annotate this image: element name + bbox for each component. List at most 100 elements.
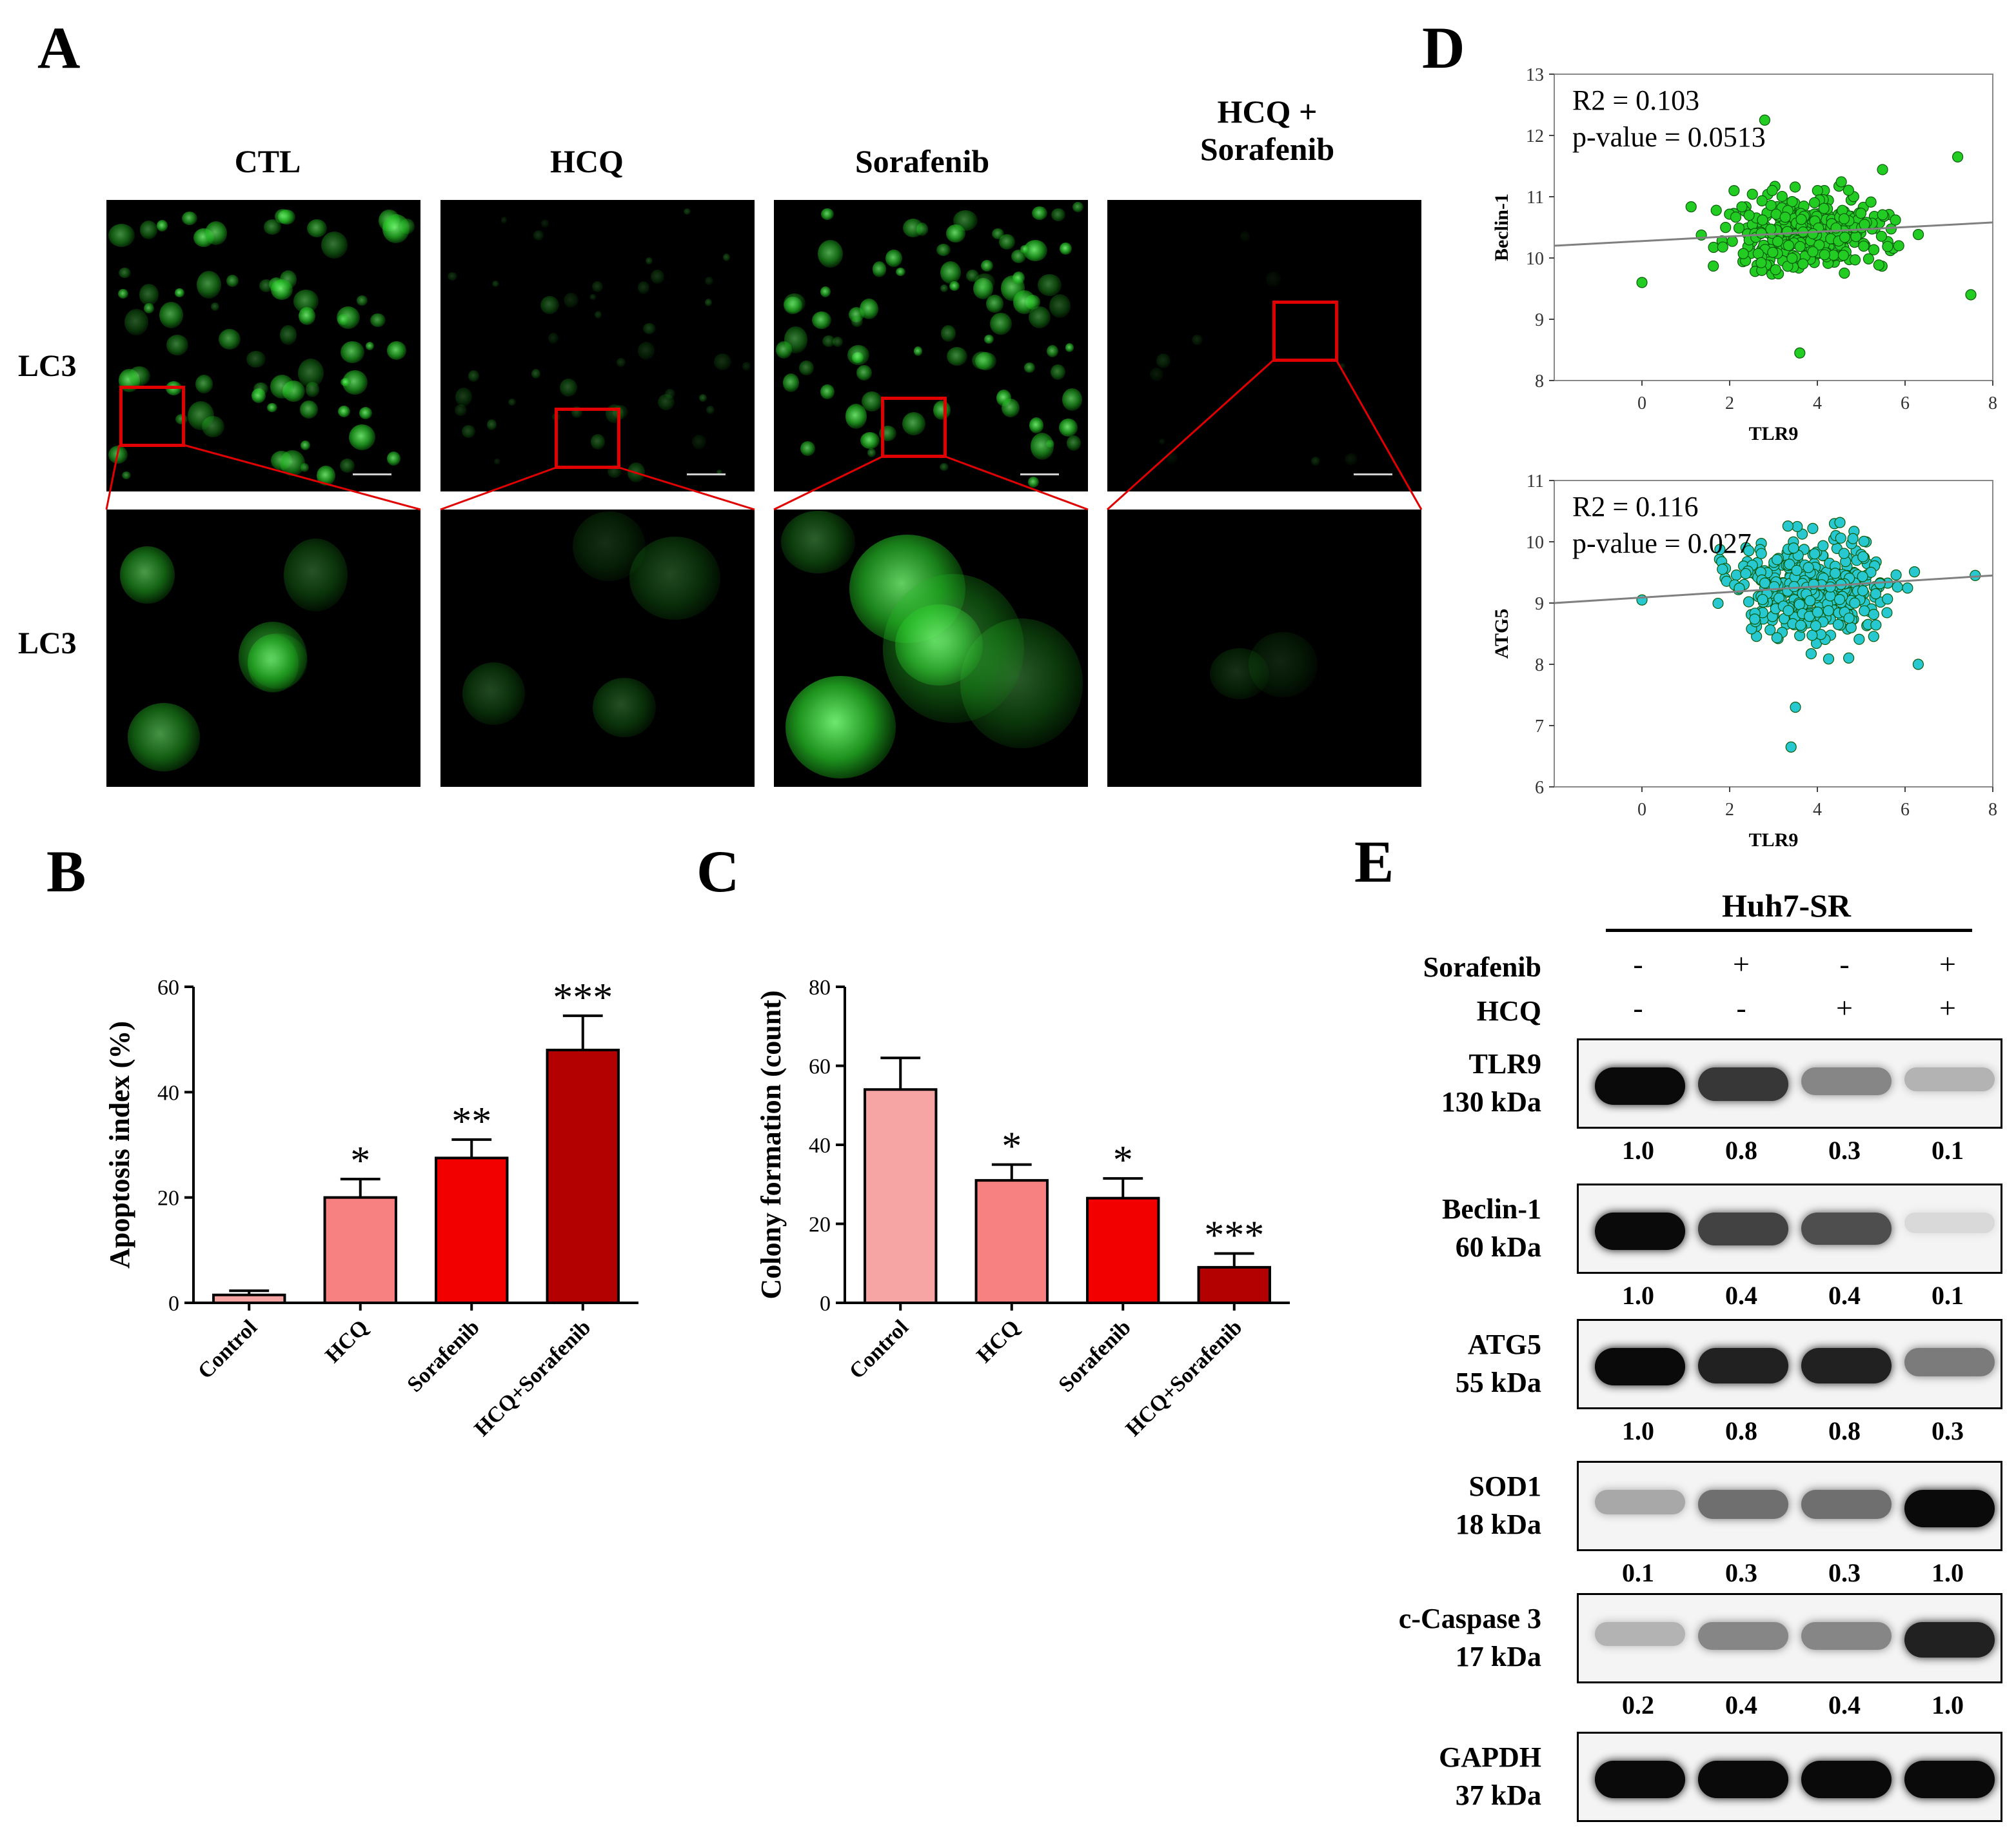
micrograph-sorafenib [774, 200, 1088, 491]
fluorescent-cell [159, 301, 184, 329]
protein-band [1595, 1348, 1685, 1385]
fluorescent-cell [902, 218, 924, 237]
data-point [1809, 548, 1821, 560]
panel-label-e: E [1354, 829, 1394, 895]
data-point [1847, 533, 1859, 544]
fluorescent-cell [307, 219, 328, 238]
fluorescent-cell [742, 362, 751, 371]
micrograph-zoom-sorafenib [774, 510, 1088, 787]
x-tick-label: HCQ [972, 1315, 1024, 1367]
x-tick-label: Control [845, 1315, 913, 1383]
treatment-sign: + [1939, 947, 1956, 980]
fluorescent-cell [1028, 477, 1040, 488]
column-header-sorafenib: Sorafenib [855, 143, 990, 179]
data-point [1808, 197, 1821, 208]
y-tick-label: 9 [1535, 310, 1544, 330]
data-point [1838, 213, 1850, 224]
blot-membrane [1577, 1184, 2002, 1274]
protein-band [1801, 1490, 1892, 1520]
fluorescent-cell [531, 369, 540, 379]
fluorescent-cell [683, 208, 691, 215]
panel-label-c: C [697, 838, 740, 904]
data-point [1790, 701, 1801, 713]
fluorescent-cell [812, 311, 831, 330]
data-point [1788, 542, 1799, 554]
data-point [1823, 605, 1834, 617]
protein-band [1801, 1213, 1892, 1245]
fluorescent-cell [833, 336, 844, 348]
data-point [1835, 176, 1847, 188]
fluorescent-cell [540, 219, 549, 228]
data-point [1717, 564, 1728, 575]
fluorescent-cell [691, 434, 706, 450]
protein-band [1801, 1067, 1892, 1095]
micrograph-zoom-hcq [440, 510, 755, 787]
data-point [1902, 582, 1913, 594]
data-point [1832, 619, 1844, 631]
blot-membrane [1577, 1038, 2002, 1129]
scatter-points [1636, 114, 1977, 359]
blot-membrane [1577, 1593, 2002, 1683]
fluorescent-cell [820, 384, 835, 400]
fluorescent-cell [305, 382, 320, 397]
protein-band [1595, 1622, 1685, 1646]
protein-band [1904, 1761, 1995, 1798]
data-point [1817, 540, 1829, 551]
data-point [1868, 244, 1880, 255]
data-point [1882, 241, 1893, 252]
y-tick-label: 7 [1535, 717, 1544, 737]
bar [435, 1156, 509, 1304]
fluorescent-cell [783, 293, 805, 313]
data-point [1912, 659, 1924, 670]
data-point [1730, 570, 1742, 581]
data-point [1740, 568, 1752, 580]
y-tick-label: 20 [809, 1213, 831, 1237]
significance-mark: *** [1204, 1213, 1264, 1257]
zoom-box-sorafenib [881, 397, 947, 458]
fluorescent-cell [119, 267, 131, 278]
data-point [1795, 619, 1806, 631]
fluorescent-cell [492, 280, 499, 287]
y-tick-label: 40 [157, 1081, 179, 1105]
zoom-box-hcq-sorafenib [1272, 301, 1338, 362]
p-value-annotation: p-value = 0.027 [1572, 528, 1752, 559]
fluorescent-cell [800, 441, 815, 457]
scale-bar [1020, 473, 1059, 475]
data-point [1765, 199, 1777, 212]
data-point [1794, 599, 1805, 610]
fluorescent-cell [1062, 388, 1083, 411]
densitometry-value: 0.1 [1622, 1558, 1654, 1587]
fluorescent-cell [940, 284, 949, 292]
fluorescent-cell [940, 261, 961, 284]
molecular-weight: 55 kDa [1455, 1367, 1541, 1399]
data-point [1890, 569, 1902, 581]
fluorescent-cell [259, 279, 274, 293]
y-axis-label: Colony formation (count) [755, 990, 787, 1299]
panel-label-b: B [46, 838, 86, 904]
data-point [1843, 652, 1855, 664]
fluorescent-cell [127, 703, 201, 771]
data-point [1845, 622, 1857, 633]
molecular-weight: 37 kDa [1455, 1779, 1541, 1812]
fluorescent-cell [298, 359, 324, 388]
data-point [1857, 585, 1869, 597]
fluorescent-cell [548, 332, 558, 344]
fluorescent-cell [704, 277, 713, 285]
fluorescent-cell [984, 335, 994, 344]
fluorescent-cell [120, 546, 175, 604]
fluorescent-cell [986, 294, 1003, 313]
column-header-ctl: CTL [234, 143, 301, 179]
micrograph-zoom-hcq-sorafenib [1107, 510, 1421, 787]
data-point [1737, 248, 1749, 259]
data-point [1857, 571, 1868, 582]
y-tick-label: 80 [809, 976, 831, 1000]
treatment-sign: + [1733, 947, 1750, 980]
fluorescent-cell [124, 308, 149, 336]
fluorescent-cell [713, 353, 731, 370]
data-point [1743, 596, 1755, 608]
fluorescent-cell [704, 298, 713, 306]
fluorescent-cell [563, 292, 579, 308]
data-point [1882, 593, 1893, 605]
fluorescent-cell [946, 224, 965, 243]
fluorescent-cell [263, 219, 282, 235]
